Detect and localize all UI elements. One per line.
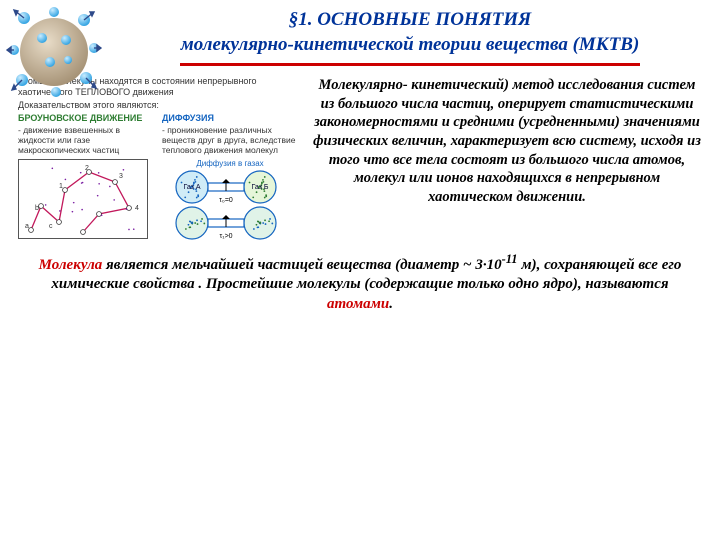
brownian-desc: - движение взвешенных в жидкости или газ… — [18, 125, 154, 155]
header: §1. ОСНОВНЫЕ ПОНЯТИЯ молекулярно-кинетич… — [0, 0, 720, 70]
diffusion-pair1: Газ А Газ Б τ₀=0 — [162, 169, 290, 205]
page-title: §1. ОСНОВНЫЕ ПОНЯТИЯ молекулярно-кинетич… — [120, 8, 700, 57]
diagram-subcaption: Доказательством этого являются: — [18, 100, 298, 110]
svg-text:b: b — [35, 205, 39, 212]
svg-text:τ₀=0: τ₀=0 — [219, 197, 233, 204]
diffusion-gas-label: Диффузия в газах — [162, 159, 298, 168]
def-sup: -11 — [502, 252, 518, 266]
def-seg3: . — [389, 296, 393, 312]
svg-text:1: 1 — [59, 183, 63, 190]
svg-text:τ₁>0: τ₁>0 — [219, 233, 232, 240]
diffusion-column: ДИФФУЗИЯ - проникновение различных вещес… — [162, 113, 298, 241]
brownian-path-figure: a b c 1 2 3 4 — [18, 159, 148, 239]
svg-text:2: 2 — [85, 165, 89, 172]
def-seg1: является мельчайшей частицей вещества (д… — [102, 257, 501, 273]
main-content: Атомы и молекулы находятся в состоянии н… — [0, 70, 720, 241]
diffusion-pair2: τ₁>0 — [162, 205, 290, 241]
method-paragraph: Молекулярно- кинетический) метод исследо… — [312, 76, 702, 241]
svg-text:c: c — [49, 223, 53, 230]
word-atomami: атомами — [327, 296, 389, 312]
title-line1: §1. ОСНОВНЫЕ ПОНЯТИЯ — [289, 9, 532, 30]
svg-text:Газ Б: Газ Б — [252, 184, 269, 191]
word-molekula: Молекула — [39, 257, 103, 273]
title-underline — [180, 63, 640, 66]
diffusion-desc: - проникновение различных веществ друг в… — [162, 125, 298, 155]
molecule-definition: Молекула является мельчайшей частицей ве… — [0, 241, 720, 315]
brownian-heading: БРОУНОВСКОЕ ДВИЖЕНИЕ — [18, 113, 154, 123]
title-line2: молекулярно-кинетической теории вещества… — [181, 34, 640, 55]
diffusion-heading: ДИФФУЗИЯ — [162, 113, 298, 123]
svg-text:Газ А: Газ А — [183, 184, 200, 191]
svg-text:3: 3 — [119, 173, 123, 180]
evidence-diagram: Атомы и молекулы находятся в состоянии н… — [18, 76, 298, 241]
svg-text:a: a — [25, 223, 29, 230]
svg-text:4: 4 — [135, 205, 139, 212]
brownian-column: БРОУНОВСКОЕ ДВИЖЕНИЕ - движение взвешенн… — [18, 113, 154, 241]
